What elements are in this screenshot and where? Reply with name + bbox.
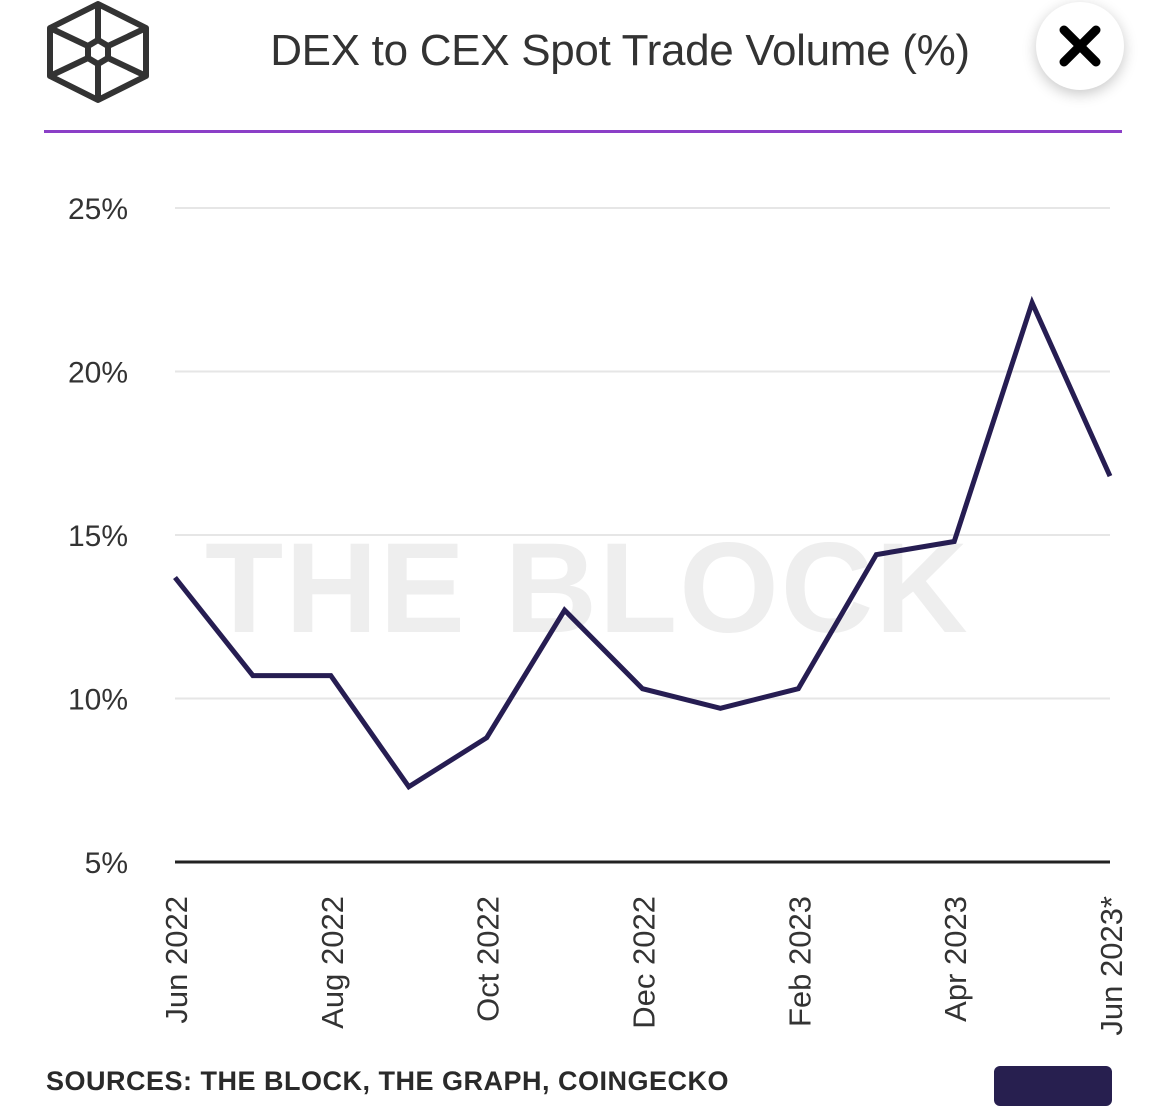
sources-note: SOURCES: THE BLOCK, THE GRAPH, COINGECKO [46, 1066, 730, 1096]
grid-lines [175, 207, 1110, 700]
chart-title: DEX to CEX Spot Trade Volume (%) [270, 26, 970, 75]
y-tick-label: 10% [68, 684, 128, 717]
title-divider [44, 130, 1122, 133]
line-chart: 5% 10% 15% 20% 25% Jun 2022 Aug 2022 Oct 2022 D… [68, 193, 1129, 1036]
x-tick-label: Aug 2022 [315, 896, 350, 1029]
footer-badge [994, 1066, 1112, 1106]
x-tick-label: Oct 2022 [471, 896, 506, 1022]
y-tick-label: 15% [68, 520, 128, 553]
y-axis-tick-labels: 5% 10% 15% 20% 25% [68, 193, 128, 880]
x-axis-tick-labels: Jun 2022 Aug 2022 Oct 2022 Dec 2022 Feb 2023… [159, 896, 1129, 1036]
y-tick-label: 20% [68, 357, 128, 390]
watermark: THE BLOCK [205, 517, 970, 660]
close-button[interactable] [1036, 2, 1124, 90]
x-tick-label: Jun 2023* [1094, 896, 1129, 1036]
x-tick-label: Jun 2022 [159, 896, 194, 1024]
x-tick-label: Apr 2023 [938, 896, 973, 1022]
y-tick-label: 5% [85, 847, 128, 880]
x-tick-label: Dec 2022 [627, 896, 662, 1029]
y-tick-label: 25% [68, 193, 128, 226]
the-block-logo-icon [47, 1, 149, 103]
series-line-dex-cex-ratio [173, 295, 1113, 791]
x-tick-label: Feb 2023 [782, 896, 817, 1027]
close-icon [1059, 25, 1101, 67]
